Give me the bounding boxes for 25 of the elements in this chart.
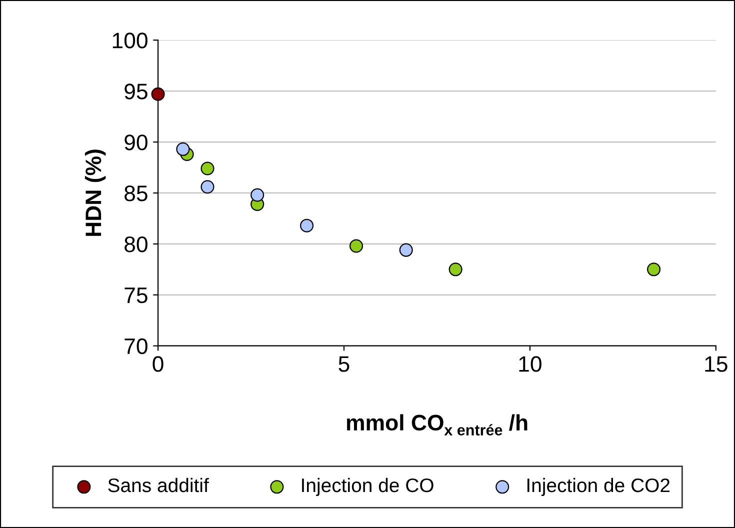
point (151, 87, 165, 101)
legend-label: Sans additif (108, 478, 209, 492)
legend-label: Injection de CO2 (527, 478, 670, 496)
point (399, 243, 413, 257)
point (200, 162, 214, 176)
x-tick-label: 10 (519, 356, 542, 372)
y-axis-title: HDN (%) (84, 150, 106, 236)
point (200, 180, 214, 194)
point (349, 239, 364, 253)
y-tick-label: 85 (124, 186, 148, 202)
point (448, 262, 462, 276)
point (176, 142, 190, 156)
x-tick-label: 5 (338, 356, 350, 372)
y-tick-label: 70 (124, 338, 148, 354)
y-tick-label: 100 (112, 32, 148, 48)
y-tick-label: 95 (124, 84, 148, 100)
y-tick-label: 75 (124, 288, 148, 304)
y-tick-label: 90 (124, 134, 148, 150)
x-tick-label: 15 (705, 356, 728, 372)
point (647, 262, 661, 276)
point (250, 188, 264, 202)
y-tick-label: 80 (124, 236, 148, 252)
x-tick-label: 0 (152, 356, 164, 372)
point (300, 218, 314, 232)
legend-label: Injection de CO (302, 478, 434, 496)
